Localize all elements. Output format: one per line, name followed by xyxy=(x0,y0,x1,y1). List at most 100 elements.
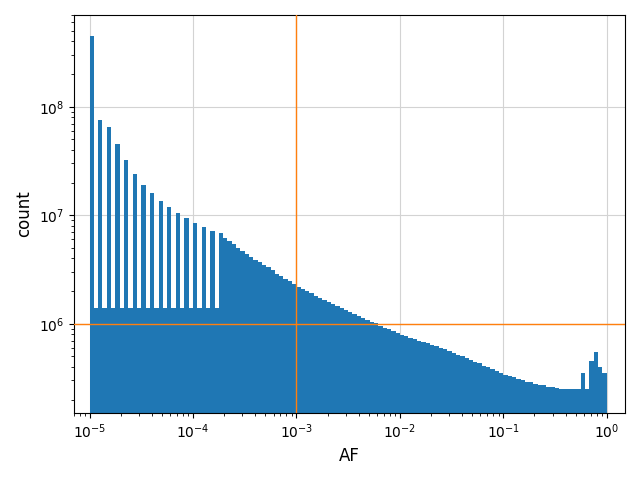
Bar xyxy=(284,279,288,480)
Bar xyxy=(430,345,435,480)
Bar xyxy=(94,308,98,480)
Bar xyxy=(326,302,331,480)
Bar xyxy=(447,351,452,480)
Bar xyxy=(356,316,361,480)
Bar xyxy=(301,289,305,480)
Bar xyxy=(223,238,227,480)
Bar xyxy=(348,312,353,480)
Bar xyxy=(550,387,555,480)
Bar xyxy=(210,231,214,480)
Bar xyxy=(150,193,154,480)
X-axis label: AF: AF xyxy=(339,447,360,465)
Bar xyxy=(266,267,271,480)
Bar xyxy=(137,308,141,480)
Bar xyxy=(167,206,172,480)
Bar xyxy=(90,36,94,480)
Bar xyxy=(490,369,495,480)
Bar xyxy=(318,298,323,480)
Bar xyxy=(460,356,465,480)
Bar xyxy=(244,254,249,480)
Bar xyxy=(249,257,253,480)
Bar xyxy=(598,367,602,480)
Bar xyxy=(602,373,607,480)
Bar xyxy=(529,382,534,480)
Bar xyxy=(172,308,176,480)
Bar xyxy=(383,328,387,480)
Bar xyxy=(107,127,111,480)
Bar xyxy=(396,333,400,480)
Bar xyxy=(594,352,598,480)
Bar xyxy=(473,362,477,480)
Bar xyxy=(378,325,383,480)
Bar xyxy=(219,233,223,480)
Bar xyxy=(159,201,163,480)
Bar xyxy=(361,318,365,480)
Bar xyxy=(339,308,344,480)
Bar xyxy=(253,260,258,480)
Bar xyxy=(129,308,132,480)
Bar xyxy=(482,366,486,480)
Bar xyxy=(452,353,456,480)
Bar xyxy=(331,304,335,480)
Bar xyxy=(564,389,568,480)
Bar xyxy=(408,338,413,480)
Bar xyxy=(275,274,279,480)
Bar xyxy=(465,358,469,480)
Bar xyxy=(189,308,193,480)
Bar xyxy=(413,339,417,480)
Bar xyxy=(305,291,309,480)
Bar xyxy=(542,385,547,480)
Bar xyxy=(115,144,120,480)
Bar xyxy=(400,335,404,480)
Bar xyxy=(120,308,124,480)
Bar xyxy=(495,371,499,480)
Bar xyxy=(202,227,206,480)
Bar xyxy=(555,388,559,480)
Bar xyxy=(353,314,356,480)
Bar xyxy=(426,343,430,480)
Bar xyxy=(214,308,219,480)
Bar xyxy=(374,324,378,480)
Bar xyxy=(438,348,443,480)
Bar xyxy=(503,374,508,480)
Bar xyxy=(499,373,503,480)
Bar xyxy=(102,308,107,480)
Bar xyxy=(520,381,525,480)
Bar xyxy=(559,389,564,480)
Bar xyxy=(365,320,370,480)
Bar xyxy=(163,308,167,480)
Bar xyxy=(236,248,241,480)
Bar xyxy=(417,340,421,480)
Bar xyxy=(469,360,473,480)
Bar xyxy=(585,389,589,480)
Bar xyxy=(512,377,516,480)
Bar xyxy=(111,308,115,480)
Bar xyxy=(370,322,374,480)
Bar xyxy=(323,300,326,480)
Bar xyxy=(534,384,538,480)
Bar xyxy=(335,306,340,480)
Bar xyxy=(180,308,184,480)
Bar xyxy=(98,120,102,480)
Bar xyxy=(344,310,348,480)
Bar xyxy=(271,270,275,480)
Bar xyxy=(314,296,318,480)
Bar xyxy=(279,276,284,480)
Bar xyxy=(538,385,542,480)
Bar xyxy=(154,308,159,480)
Y-axis label: count: count xyxy=(15,191,33,238)
Bar xyxy=(184,217,189,480)
Bar xyxy=(421,342,426,480)
Bar xyxy=(404,336,408,480)
Bar xyxy=(547,387,550,480)
Bar xyxy=(391,331,396,480)
Bar xyxy=(516,379,520,480)
Bar xyxy=(572,389,577,480)
Bar xyxy=(145,308,150,480)
Bar xyxy=(292,285,296,480)
Bar xyxy=(525,382,529,480)
Bar xyxy=(288,281,292,480)
Bar xyxy=(258,262,262,480)
Bar xyxy=(435,346,438,480)
Bar xyxy=(309,293,314,480)
